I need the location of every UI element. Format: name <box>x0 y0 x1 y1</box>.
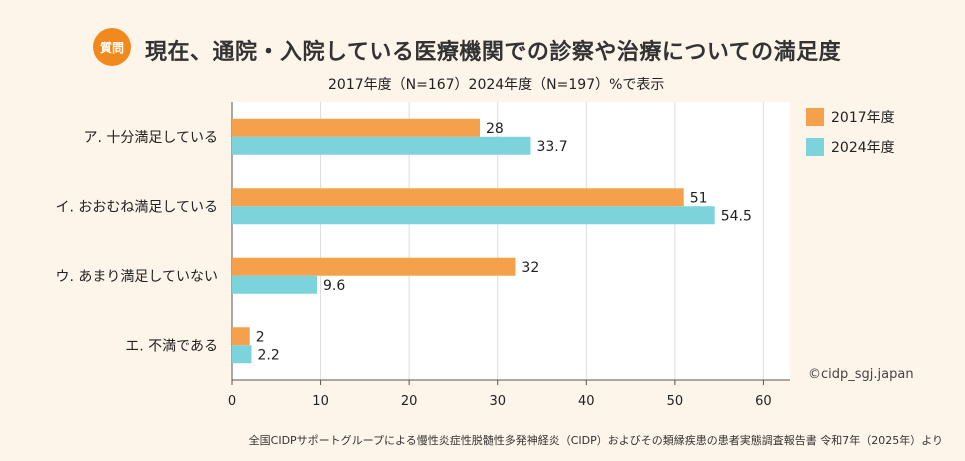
copyright-credit: ©cidp_sgj.japan <box>808 367 914 382</box>
legend-item-2017: 2017年度 <box>806 108 895 126</box>
bar-2024 <box>232 136 531 155</box>
category-label: イ. おおむね満足している <box>56 199 218 215</box>
data-label: 33.7 <box>536 139 567 155</box>
question-badge: 質問 <box>93 28 131 66</box>
data-label: 9.6 <box>323 278 345 294</box>
x-tick-label: 20 <box>401 394 418 409</box>
legend: 2017年度 2024年度 <box>806 108 895 168</box>
data-label: 54.5 <box>721 208 752 224</box>
bar-2024 <box>232 206 715 225</box>
x-tick-label: 30 <box>489 394 506 409</box>
bar-2024 <box>232 345 252 364</box>
data-label: 51 <box>690 190 708 206</box>
source-note: 全国CIDPサポートグループによる慢性炎症性脱髄性多発神経炎（CIDP）およびそ… <box>248 434 943 447</box>
bar-2017 <box>232 257 516 276</box>
data-label: 28 <box>486 121 504 137</box>
chart-title: 現在、通院・入院している医療機関での診察や治療についての満足度 <box>145 40 842 65</box>
data-label: 32 <box>521 260 539 276</box>
bar-2017 <box>232 118 480 137</box>
x-tick-label: 50 <box>667 394 684 409</box>
legend-swatch-2017 <box>806 108 824 126</box>
category-label: ウ. あまり満足していない <box>56 269 218 285</box>
data-label: 2 <box>256 329 265 345</box>
bar-2017 <box>232 327 250 346</box>
category-label: ア. 十分満足している <box>84 130 218 146</box>
legend-label-2017: 2017年度 <box>831 110 895 126</box>
x-tick-label: 60 <box>755 394 772 409</box>
legend-swatch-2024 <box>806 138 824 156</box>
bar-2024 <box>232 275 318 294</box>
bar-2017 <box>232 188 684 207</box>
chart-subtitle: 2017年度（N=167）2024年度（N=197）%で表示 <box>328 77 665 93</box>
data-label: 2.2 <box>257 347 279 363</box>
legend-item-2024: 2024年度 <box>806 138 895 156</box>
x-tick-label: 40 <box>578 394 595 409</box>
x-tick-label: 10 <box>312 394 329 409</box>
legend-label-2024: 2024年度 <box>831 140 895 156</box>
category-label: エ. 不満である <box>125 338 218 354</box>
x-tick-label: 0 <box>228 394 236 409</box>
